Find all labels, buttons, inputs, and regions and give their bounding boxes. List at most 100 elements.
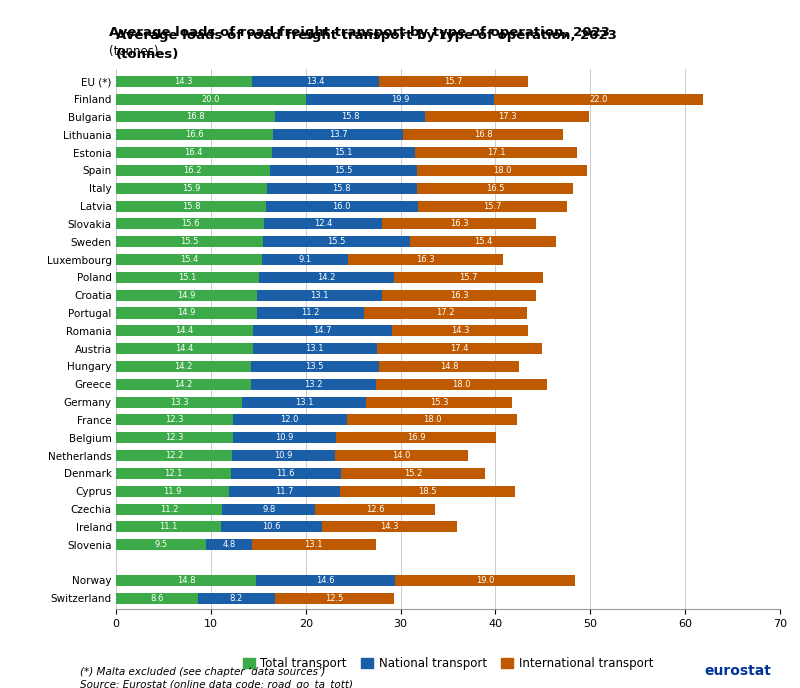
Text: 15.7: 15.7 [444, 77, 462, 86]
Text: 13.2: 13.2 [304, 380, 322, 389]
Text: 15.9: 15.9 [182, 184, 201, 193]
Text: 16.0: 16.0 [333, 202, 351, 211]
Bar [116, 183, 267, 194]
Bar [116, 76, 252, 87]
Bar [252, 539, 376, 550]
Text: 12.0: 12.0 [281, 416, 298, 424]
Text: 12.1: 12.1 [164, 469, 182, 478]
Text: 14.8: 14.8 [440, 362, 458, 371]
Bar [232, 450, 335, 461]
Text: 17.4: 17.4 [450, 344, 469, 353]
Bar [116, 379, 250, 390]
Text: 15.1: 15.1 [334, 148, 352, 157]
Bar [341, 468, 485, 479]
Text: 15.8: 15.8 [333, 184, 351, 193]
Bar [336, 432, 496, 443]
Bar [116, 308, 258, 319]
Text: 8.2: 8.2 [230, 594, 243, 603]
Text: 18.0: 18.0 [493, 166, 511, 175]
Bar [116, 272, 259, 283]
Text: 13.3: 13.3 [170, 398, 188, 407]
Text: Average loads of road freight transport by type of operation, 2023: Average loads of road freight transport … [110, 26, 610, 39]
Text: 12.6: 12.6 [366, 504, 384, 513]
Text: 13.1: 13.1 [310, 290, 329, 300]
Text: 22.0: 22.0 [590, 95, 608, 104]
Bar [116, 486, 229, 497]
Text: 15.4: 15.4 [180, 255, 198, 264]
Bar [275, 592, 394, 603]
Bar [116, 200, 266, 212]
Text: 17.2: 17.2 [436, 308, 454, 317]
Text: 14.7: 14.7 [313, 326, 331, 335]
Bar [274, 129, 403, 140]
Text: 14.4: 14.4 [175, 344, 194, 353]
Text: 16.3: 16.3 [450, 290, 468, 300]
Bar [394, 272, 543, 283]
Bar [250, 379, 376, 390]
Bar [116, 290, 258, 301]
Text: 15.5: 15.5 [334, 166, 352, 175]
Text: 10.9: 10.9 [275, 433, 294, 442]
Bar [349, 254, 503, 265]
Bar [315, 504, 434, 515]
Bar [242, 396, 366, 408]
Bar [346, 414, 518, 425]
Text: 14.2: 14.2 [174, 362, 193, 371]
Bar [116, 450, 232, 461]
Text: 16.8: 16.8 [186, 112, 205, 121]
Bar [392, 325, 528, 336]
Text: 19.0: 19.0 [476, 576, 494, 585]
Bar [377, 343, 542, 354]
Text: 18.5: 18.5 [418, 486, 437, 496]
Bar [426, 111, 590, 122]
Legend: Total transport, National transport, International transport: Total transport, National transport, Int… [238, 653, 658, 675]
Bar [382, 218, 536, 229]
Bar [116, 343, 253, 354]
Bar [382, 290, 536, 301]
Text: Average loads of road freight transport by type of operation, 2023
(tonnes): Average loads of road freight transport … [116, 29, 617, 61]
Text: 11.1: 11.1 [159, 522, 178, 531]
Bar [252, 76, 378, 87]
Text: 15.1: 15.1 [178, 273, 197, 282]
Text: 12.2: 12.2 [165, 451, 183, 460]
Bar [116, 325, 253, 336]
Bar [335, 450, 468, 461]
Bar [378, 361, 519, 372]
Text: 13.1: 13.1 [306, 344, 324, 353]
Bar [266, 200, 418, 212]
Bar [376, 379, 546, 390]
Text: 15.6: 15.6 [181, 219, 199, 228]
Text: 4.8: 4.8 [222, 540, 235, 549]
Text: 14.4: 14.4 [175, 326, 194, 335]
Bar [306, 94, 494, 105]
Text: 20.0: 20.0 [202, 95, 220, 104]
Bar [418, 200, 566, 212]
Bar [116, 504, 222, 515]
Text: 10.6: 10.6 [262, 522, 281, 531]
Bar [116, 218, 264, 229]
Text: 14.8: 14.8 [177, 576, 195, 585]
Text: 19.9: 19.9 [391, 95, 410, 104]
Bar [116, 236, 263, 247]
Bar [230, 468, 341, 479]
Text: 12.3: 12.3 [165, 433, 183, 442]
Text: 15.5: 15.5 [180, 237, 198, 246]
Bar [415, 147, 577, 158]
Text: 16.3: 16.3 [416, 255, 435, 264]
Text: 14.9: 14.9 [178, 290, 196, 300]
Text: 16.4: 16.4 [185, 148, 203, 157]
Text: 16.8: 16.8 [474, 130, 493, 139]
Bar [494, 94, 703, 105]
Bar [403, 129, 562, 140]
Bar [229, 486, 340, 497]
Text: 14.6: 14.6 [316, 576, 335, 585]
Bar [198, 592, 275, 603]
Text: 15.8: 15.8 [182, 202, 200, 211]
Bar [417, 165, 587, 176]
Text: 15.8: 15.8 [341, 112, 359, 121]
Bar [116, 592, 198, 603]
Text: 16.2: 16.2 [183, 166, 202, 175]
Text: 17.1: 17.1 [486, 148, 505, 157]
Bar [270, 165, 417, 176]
Bar [363, 308, 526, 319]
